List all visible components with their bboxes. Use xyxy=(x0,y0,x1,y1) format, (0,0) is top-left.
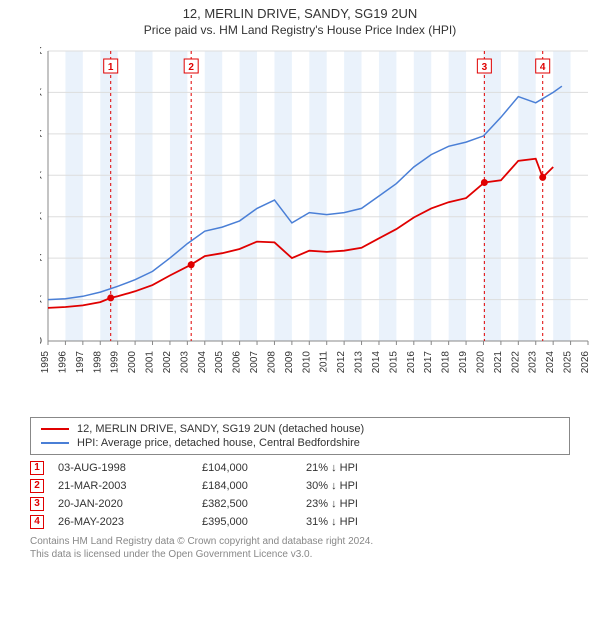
x-tick-label: 2011 xyxy=(319,351,330,373)
table-row: 1 03-AUG-1998 £104,000 21% ↓ HPI xyxy=(30,459,570,477)
sale-hpi-diff: 23% ↓ HPI xyxy=(306,498,406,510)
x-tick-label: 2001 xyxy=(145,351,156,374)
footer-line-1: Contains HM Land Registry data © Crown c… xyxy=(30,535,570,548)
sale-number-box: 4 xyxy=(30,515,44,529)
x-tick-label: 2023 xyxy=(528,351,539,374)
legend: 12, MERLIN DRIVE, SANDY, SG19 2UN (detac… xyxy=(30,417,570,455)
x-tick-label: 2009 xyxy=(284,351,295,374)
sale-hpi-diff: 30% ↓ HPI xyxy=(306,480,406,492)
sale-marker-dot xyxy=(539,174,546,181)
x-tick-label: 2000 xyxy=(127,351,138,374)
sale-date: 26-MAY-2023 xyxy=(58,516,188,528)
sale-date: 20-JAN-2020 xyxy=(58,498,188,510)
legend-item: 12, MERLIN DRIVE, SANDY, SG19 2UN (detac… xyxy=(41,422,559,436)
x-tick-label: 2021 xyxy=(493,351,504,374)
x-tick-label: 2010 xyxy=(301,351,312,374)
legend-swatch xyxy=(41,442,69,444)
chart-area: £0£100K£200K£300K£400K£500K£600K£700K199… xyxy=(40,41,600,411)
sale-number-box: 3 xyxy=(30,497,44,511)
sale-price: £104,000 xyxy=(202,462,292,474)
x-tick-label: 1998 xyxy=(92,351,103,374)
legend-label: 12, MERLIN DRIVE, SANDY, SG19 2UN (detac… xyxy=(77,423,364,435)
y-tick-label: £600K xyxy=(40,87,42,98)
figure-container: 12, MERLIN DRIVE, SANDY, SG19 2UN Price … xyxy=(0,0,600,620)
x-tick-label: 2013 xyxy=(354,351,365,374)
x-tick-label: 2022 xyxy=(510,351,521,374)
footer-attribution: Contains HM Land Registry data © Crown c… xyxy=(30,535,570,561)
y-tick-label: £200K xyxy=(40,253,42,264)
x-tick-label: 2026 xyxy=(580,351,591,374)
sale-marker-number: 2 xyxy=(188,62,194,73)
y-tick-label: £400K xyxy=(40,170,42,181)
sale-date: 03-AUG-1998 xyxy=(58,462,188,474)
sale-marker-dot xyxy=(481,179,488,186)
sale-marker-dot xyxy=(188,261,195,268)
chart-svg: £0£100K£200K£300K£400K£500K£600K£700K199… xyxy=(40,41,600,411)
sale-number-box: 1 xyxy=(30,461,44,475)
x-tick-label: 2017 xyxy=(423,351,434,374)
table-row: 2 21-MAR-2003 £184,000 30% ↓ HPI xyxy=(30,477,570,495)
sale-price: £184,000 xyxy=(202,480,292,492)
x-tick-label: 2020 xyxy=(475,351,486,374)
x-tick-label: 2024 xyxy=(545,351,556,374)
x-tick-label: 2016 xyxy=(406,351,417,374)
sale-price: £382,500 xyxy=(202,498,292,510)
table-row: 4 26-MAY-2023 £395,000 31% ↓ HPI xyxy=(30,513,570,531)
legend-label: HPI: Average price, detached house, Cent… xyxy=(77,437,360,449)
chart-subtitle: Price paid vs. HM Land Registry's House … xyxy=(0,21,600,41)
x-tick-label: 2012 xyxy=(336,351,347,374)
sale-marker-number: 3 xyxy=(482,62,488,73)
sales-table: 1 03-AUG-1998 £104,000 21% ↓ HPI 2 21-MAR-200… xyxy=(30,459,570,531)
sale-hpi-diff: 21% ↓ HPI xyxy=(306,462,406,474)
sale-price: £395,000 xyxy=(202,516,292,528)
chart-title: 12, MERLIN DRIVE, SANDY, SG19 2UN xyxy=(0,0,600,21)
x-tick-label: 2003 xyxy=(179,351,190,374)
x-tick-label: 2004 xyxy=(197,351,208,374)
sale-marker-number: 4 xyxy=(540,62,546,73)
x-tick-label: 2005 xyxy=(214,351,225,374)
x-tick-label: 1995 xyxy=(40,351,51,374)
x-tick-label: 2008 xyxy=(266,351,277,374)
x-tick-label: 2006 xyxy=(232,351,243,374)
y-tick-label: £700K xyxy=(40,46,42,57)
x-tick-label: 2018 xyxy=(441,351,452,374)
table-row: 3 20-JAN-2020 £382,500 23% ↓ HPI xyxy=(30,495,570,513)
y-tick-label: £500K xyxy=(40,129,42,140)
sale-date: 21-MAR-2003 xyxy=(58,480,188,492)
sale-marker-number: 1 xyxy=(108,62,114,73)
x-tick-label: 2014 xyxy=(371,351,382,374)
x-tick-label: 2015 xyxy=(388,351,399,374)
x-tick-label: 1997 xyxy=(75,351,86,374)
x-tick-label: 1996 xyxy=(57,351,68,374)
sale-marker-dot xyxy=(107,294,114,301)
legend-item: HPI: Average price, detached house, Cent… xyxy=(41,436,559,450)
x-tick-label: 2025 xyxy=(563,351,574,374)
footer-line-2: This data is licensed under the Open Gov… xyxy=(30,548,570,561)
x-tick-label: 2007 xyxy=(249,351,260,374)
y-tick-label: £100K xyxy=(40,295,42,306)
sale-hpi-diff: 31% ↓ HPI xyxy=(306,516,406,528)
sale-number-box: 2 xyxy=(30,479,44,493)
x-tick-label: 1999 xyxy=(110,351,121,374)
x-tick-label: 2002 xyxy=(162,351,173,374)
y-tick-label: £300K xyxy=(40,212,42,223)
legend-swatch xyxy=(41,428,69,430)
x-tick-label: 2019 xyxy=(458,351,469,374)
